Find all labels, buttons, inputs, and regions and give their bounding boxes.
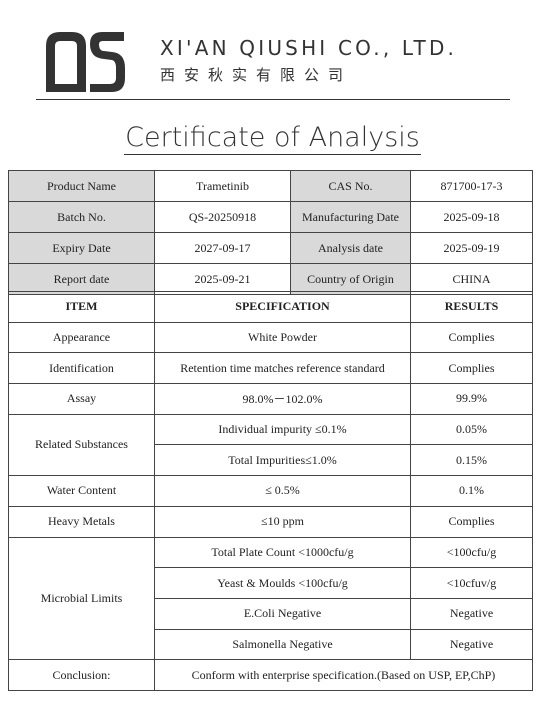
test-result: 0.05% xyxy=(410,413,533,446)
test-item: Heavy Metals xyxy=(8,505,155,538)
test-result: 0.15% xyxy=(410,444,533,477)
info-value: QS-20250918 xyxy=(154,201,291,233)
conclusion-label: Conclusion: xyxy=(8,659,155,691)
table-row: Appearance White Powder Complies xyxy=(8,321,533,354)
test-item: Water Content xyxy=(8,475,155,507)
company-logo-icon xyxy=(46,32,125,92)
analysis-results-table: ITEM SPECIFICATION RESULTS Appearance Wh… xyxy=(8,291,533,691)
table-row: Yeast & Moulds <100cfu/g <10cfuv/g xyxy=(9,567,533,599)
table-row: Related Substances Individual impurity ≤… xyxy=(8,413,533,477)
info-value: 2025-09-21 xyxy=(154,263,291,295)
info-label: Report date xyxy=(8,263,155,295)
test-item: Related Substances xyxy=(8,413,155,477)
test-specification: ≤10 ppm xyxy=(154,505,411,538)
column-header-item: ITEM xyxy=(8,291,155,323)
table-row: Identification Retention time matches re… xyxy=(8,352,533,385)
info-label: CAS No. xyxy=(290,170,411,202)
company-name-english: XI'AN QIUSHI CO., LTD. xyxy=(160,36,458,60)
document-header: XI'AN QIUSHI CO., LTD. 西安秋实有限公司 xyxy=(0,0,545,105)
table-row: Report date 2025-09-21 Country of Origin… xyxy=(8,263,533,295)
test-result: Negative xyxy=(410,628,533,661)
test-result: <100cfu/g xyxy=(410,536,533,569)
table-row: Microbial Limits Total Plate Count <1000… xyxy=(8,536,533,661)
info-value: 2025-09-19 xyxy=(410,232,533,264)
test-specification: Total Impurities≤1.0% xyxy=(154,444,411,477)
test-result: <10cfuv/g xyxy=(410,567,533,599)
test-result: 0.1% xyxy=(410,475,533,507)
test-specification: E.Coli Negative xyxy=(154,597,411,630)
table-row: Heavy Metals ≤10 ppm Complies xyxy=(8,505,533,538)
info-label: Product Name xyxy=(8,170,155,202)
test-specification: 98.0%－102.0% xyxy=(154,383,411,415)
table-row: Expiry Date 2027-09-17 Analysis date 202… xyxy=(8,232,533,264)
test-specification: Total Plate Count <1000cfu/g xyxy=(154,536,411,569)
product-info-table: Product Name Trametinib CAS No. 871700-1… xyxy=(8,170,533,295)
table-row: Batch No. QS-20250918 Manufacturing Date… xyxy=(8,201,533,233)
info-value: 2027-09-17 xyxy=(154,232,291,264)
info-label: Manufacturing Date xyxy=(290,201,411,233)
test-specification: Yeast & Moulds <100cfu/g xyxy=(154,567,411,599)
column-header-specification: SPECIFICATION xyxy=(154,291,411,323)
info-label: Analysis date xyxy=(290,232,411,264)
info-value: CHINA xyxy=(410,263,533,295)
test-item: Assay xyxy=(8,383,155,415)
test-result: Negative xyxy=(410,597,533,630)
info-label: Expiry Date xyxy=(8,232,155,264)
table-header-row: ITEM SPECIFICATION RESULTS xyxy=(8,291,533,323)
company-name-chinese: 西安秋实有限公司 xyxy=(160,66,353,84)
test-result: Complies xyxy=(410,352,533,385)
document-title: Certificate of Analysis xyxy=(124,122,421,155)
test-specification: ≤ 0.5% xyxy=(154,475,411,507)
info-value: Trametinib xyxy=(154,170,291,202)
table-row: Assay 98.0%－102.0% 99.9% xyxy=(8,383,533,415)
test-specification: Individual impurity ≤0.1% xyxy=(154,413,411,446)
conclusion-text: Conform with enterprise specification.(B… xyxy=(154,659,533,691)
conclusion-row: Conclusion: Conform with enterprise spec… xyxy=(8,659,533,691)
test-result: Complies xyxy=(410,505,533,538)
info-value: 2025-09-18 xyxy=(410,201,533,233)
table-row: E.Coli Negative Negative xyxy=(9,597,533,630)
table-row: Product Name Trametinib CAS No. 871700-1… xyxy=(8,170,533,202)
info-label: Batch No. xyxy=(8,201,155,233)
test-specification: Retention time matches reference standar… xyxy=(154,352,411,385)
test-specification: Salmonella Negative xyxy=(154,628,411,661)
test-item: Identification xyxy=(8,352,155,385)
info-value: 871700-17-3 xyxy=(410,170,533,202)
info-label: Country of Origin xyxy=(290,263,411,295)
column-header-results: RESULTS xyxy=(410,291,533,323)
test-specification: White Powder xyxy=(154,321,411,354)
test-item: Appearance xyxy=(8,321,155,354)
header-divider xyxy=(36,99,510,100)
test-item: Microbial Limits xyxy=(8,536,155,661)
test-result: 99.9% xyxy=(410,383,533,415)
test-result: Complies xyxy=(410,321,533,354)
table-row: Salmonella Negative Negative xyxy=(9,628,533,661)
table-row: Total Impurities≤1.0% 0.15% xyxy=(9,444,533,477)
table-row: Water Content ≤ 0.5% 0.1% xyxy=(8,475,533,507)
